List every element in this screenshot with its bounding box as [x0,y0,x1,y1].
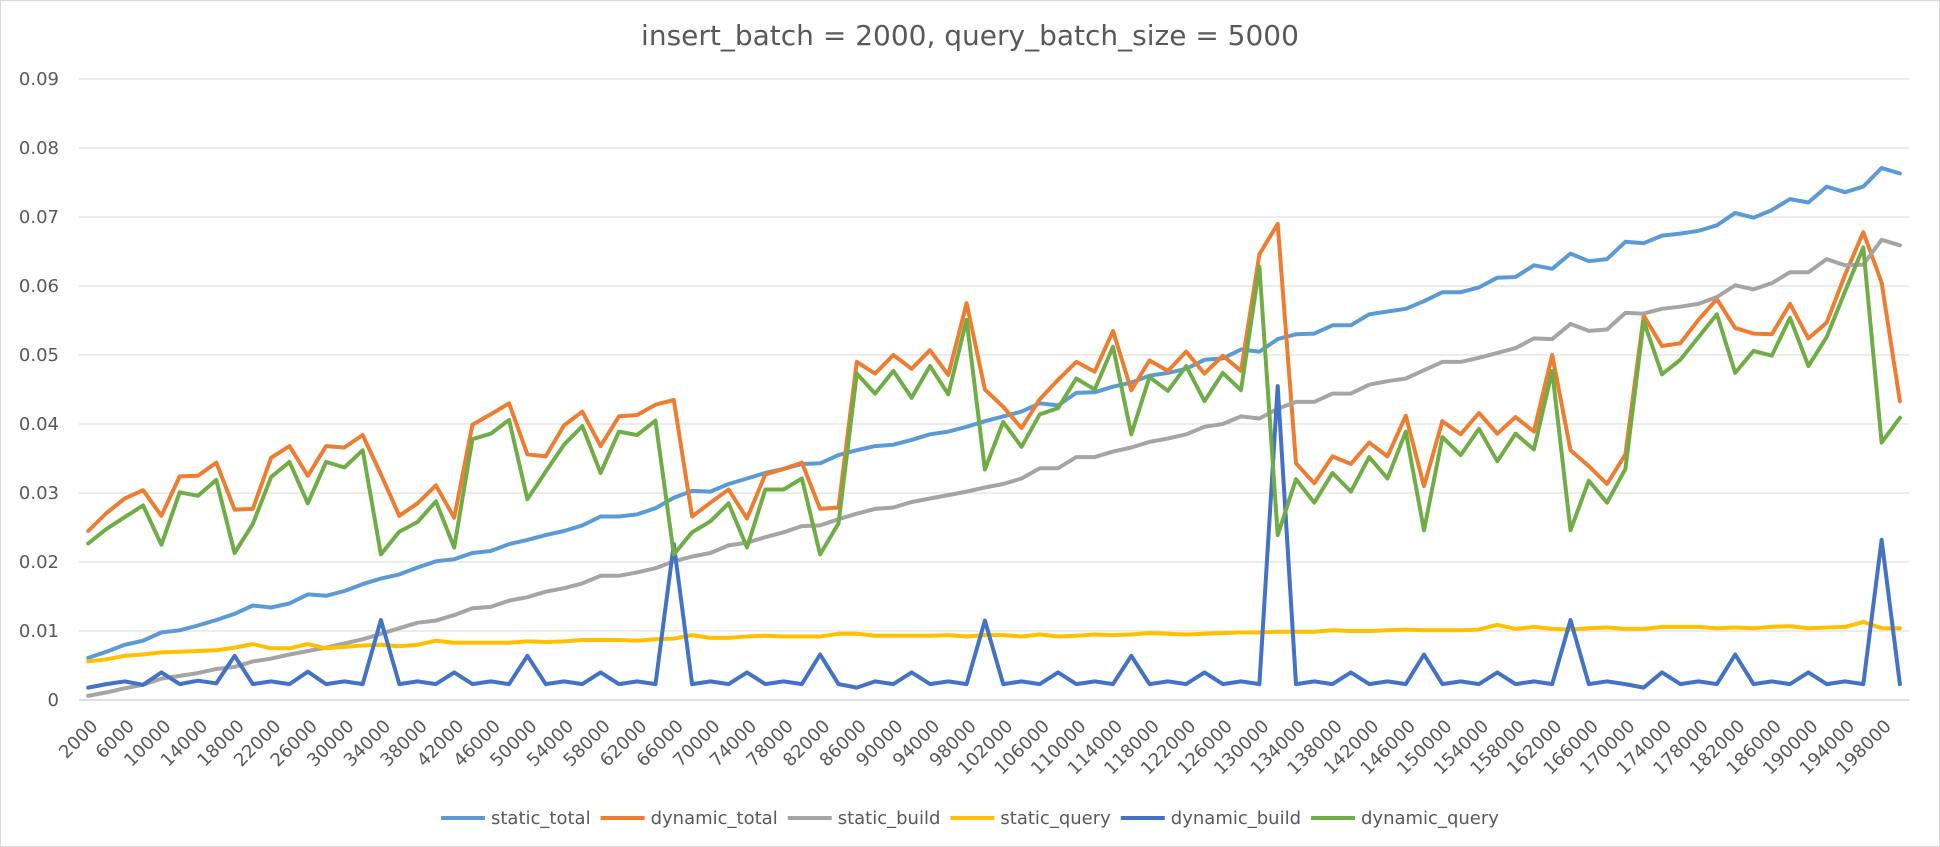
series-line-dynamic_query [86,245,1902,557]
x-axis-ticks: 2000600010000140001800022000260003000034… [55,716,1896,779]
legend-label: static_build [838,808,941,829]
y-axis-ticks: 0 0.01 0.02 0.03 0.04 0.05 0.06 0.07 0.08 0.09 [19,69,59,711]
legend-label: dynamic_query [1361,808,1499,829]
series-line-static_total [86,166,1902,660]
y-tick-label: 0.06 [19,276,59,297]
y-tick-label: 0.04 [19,414,59,435]
series-line-static_build [86,237,1902,698]
y-tick-label: 0.07 [19,207,59,228]
y-tick-label: 0 [48,690,59,711]
legend-item-static_total: static_total [441,808,591,829]
series-line-dynamic_build [86,384,1902,690]
series-line-dynamic_total [86,221,1902,533]
y-tick-label: 0.08 [19,138,59,159]
legend: static_total dynamic_total static_build sta… [441,808,1499,829]
y-tick-label: 0.01 [19,621,59,642]
legend-label: dynamic_total [651,808,778,829]
x-tick-label: 2000 [55,716,102,763]
y-tick-label: 0.09 [19,69,59,90]
legend-label: static_query [1000,808,1111,829]
legend-label: dynamic_build [1171,808,1301,829]
y-tick-label: 0.02 [19,552,59,573]
y-tick-label: 0.03 [19,483,59,504]
legend-item-static_build: static_build [787,808,941,829]
legend-item-dynamic_query: dynamic_query [1311,808,1499,829]
y-tick-label: 0.05 [19,345,59,366]
chart-title: insert_batch = 2000, query_batch_size = … [641,19,1299,52]
legend-item-static_query: static_query [950,808,1111,829]
series-lines [86,166,1902,698]
legend-item-dynamic_build: dynamic_build [1120,808,1301,829]
legend-item-dynamic_total: dynamic_total [600,808,778,829]
legend-label: static_total [491,808,591,829]
